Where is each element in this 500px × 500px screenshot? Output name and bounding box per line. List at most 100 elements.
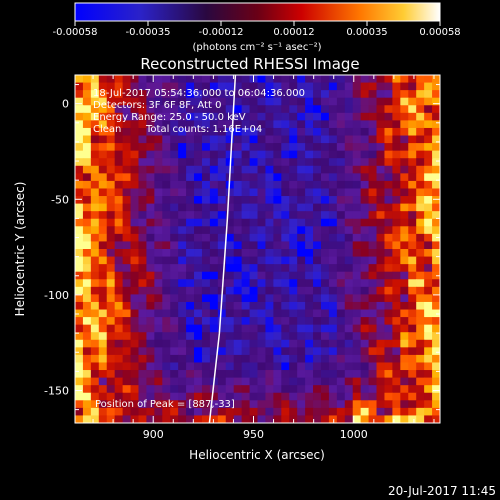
heatmap-cell <box>416 143 425 152</box>
heatmap-cell <box>376 332 385 341</box>
heatmap-cell <box>130 377 139 386</box>
heatmap-cell <box>241 241 251 250</box>
heatmap-cell <box>194 370 203 379</box>
heatmap-cell <box>400 309 409 318</box>
heatmap-cell <box>209 354 219 363</box>
heatmap-cell <box>106 211 116 220</box>
heatmap-cell <box>201 271 211 280</box>
heatmap-cell <box>328 82 338 91</box>
heatmap-cell <box>114 158 124 167</box>
heatmap-cell <box>297 158 306 167</box>
heatmap-cell <box>273 233 282 242</box>
heatmap-cell <box>106 158 116 167</box>
heatmap-cell <box>384 279 393 288</box>
heatmap-cell <box>320 256 330 265</box>
heatmap-cell <box>384 256 393 265</box>
heatmap-cell <box>130 271 139 280</box>
heatmap-cell <box>241 150 251 159</box>
heatmap-cell <box>186 309 195 318</box>
heatmap-cell <box>106 400 116 409</box>
heatmap-cell <box>384 407 393 416</box>
heatmap-cell <box>249 400 258 409</box>
heatmap-cell <box>336 271 346 280</box>
heatmap-cell <box>328 301 338 311</box>
heatmap-cell <box>178 385 187 394</box>
heatmap-cell <box>122 400 132 409</box>
heatmap-cell <box>90 173 100 182</box>
heatmap-cell <box>352 286 362 295</box>
heatmap-cell <box>217 143 227 152</box>
heatmap-cell <box>225 385 235 394</box>
heatmap-cell <box>178 188 187 197</box>
heatmap-cell <box>392 317 401 326</box>
heatmap-cell <box>265 75 274 84</box>
heatmap-cell <box>392 279 401 288</box>
heatmap-cell <box>122 339 132 348</box>
heatmap-cell <box>106 173 116 182</box>
heatmap-cell <box>106 233 116 242</box>
heatmap-cell <box>368 150 378 159</box>
heatmap-cell <box>313 196 322 205</box>
heatmap-cell <box>344 385 354 394</box>
heatmap-cell <box>225 233 235 242</box>
heatmap-cell <box>313 75 322 84</box>
heatmap-cell <box>328 165 338 174</box>
heatmap-cell <box>90 203 100 212</box>
heatmap-cell <box>225 317 235 326</box>
heatmap-cell <box>408 279 417 288</box>
heatmap-cell <box>368 75 378 84</box>
heatmap-cell <box>305 218 314 227</box>
heatmap-cell <box>257 127 266 137</box>
heatmap-cell <box>122 264 132 273</box>
heatmap-cell <box>162 75 171 84</box>
heatmap-cell <box>82 264 92 273</box>
heatmap-cell <box>360 120 370 129</box>
heatmap-cell <box>424 354 433 363</box>
heatmap-cell <box>305 271 314 280</box>
heatmap-cell <box>305 407 314 416</box>
heatmap-cell <box>257 82 266 91</box>
heatmap-cell <box>90 264 100 273</box>
heatmap-cell <box>400 226 409 235</box>
heatmap-cell <box>217 249 227 258</box>
heatmap-cell <box>313 249 322 258</box>
heatmap-cell <box>114 105 124 114</box>
heatmap-cell <box>162 233 171 242</box>
heatmap-cell <box>225 143 235 152</box>
heatmap-cell <box>82 203 92 212</box>
heatmap-cell <box>82 127 92 137</box>
heatmap-cell <box>162 264 171 273</box>
heatmap-cell <box>82 377 92 386</box>
heatmap-cell <box>138 415 147 423</box>
heatmap-cell <box>273 203 282 212</box>
heatmap-cell <box>392 309 401 318</box>
heatmap-cell <box>241 233 251 242</box>
heatmap-cell <box>138 249 147 258</box>
heatmap-cell <box>392 218 401 227</box>
heatmap-cell <box>408 301 417 311</box>
heatmap-cell <box>297 407 306 416</box>
heatmap-cell <box>114 241 124 250</box>
heatmap-cell <box>130 120 139 129</box>
heatmap-cell <box>424 339 433 348</box>
heatmap-cell <box>376 370 385 379</box>
heatmap-cell <box>122 317 132 326</box>
heatmap-cell <box>209 241 219 250</box>
heatmap-cell <box>297 188 306 197</box>
heatmap-cell <box>138 211 147 220</box>
heatmap-cell <box>424 226 433 235</box>
heatmap-cell <box>281 188 290 197</box>
heatmap-cell <box>82 347 92 356</box>
heatmap-cell <box>273 362 282 371</box>
heatmap-cell <box>257 196 266 205</box>
heatmap-cell <box>154 249 163 258</box>
heatmap-cell <box>186 249 195 258</box>
heatmap-cell <box>90 332 100 341</box>
heatmap-cell <box>209 180 219 189</box>
heatmap-cell <box>281 226 290 235</box>
heatmap-cell <box>233 256 243 265</box>
heatmap-cell <box>201 75 211 84</box>
heatmap-cell <box>336 347 346 356</box>
heatmap-cell <box>162 385 171 394</box>
heatmap-cell <box>209 294 219 303</box>
